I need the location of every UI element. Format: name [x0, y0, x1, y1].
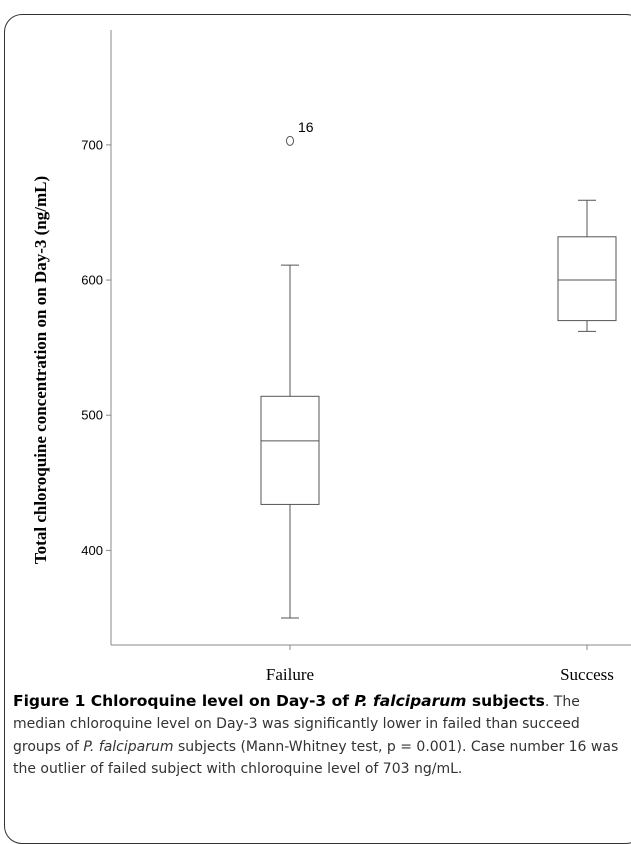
- caption-text-1: The median chloroquine level on Day-3 wa…: [13, 694, 580, 755]
- outlier-label: 16: [298, 119, 314, 135]
- caption-title: Figure 1 Chloroquine level on Day-3 of P…: [13, 692, 545, 710]
- boxplot-chart: 400 500 600 700 Failure Success 16 Total chlo…: [31, 30, 631, 684]
- y-tick-label: 400: [81, 543, 103, 558]
- caption-title-period: .: [544, 694, 550, 710]
- box-iqr: [557, 236, 617, 322]
- y-tick-label: 600: [81, 273, 103, 288]
- caption-text-italic: P. falciparum: [83, 738, 174, 755]
- plot-marks: 16: [260, 119, 617, 619]
- y-axis-title: Total chloroquine concentration on on Da…: [31, 176, 50, 564]
- outlier-point: [286, 135, 294, 146]
- x-category-label: Success: [560, 665, 614, 684]
- y-tick-label: 500: [81, 408, 103, 423]
- plot-axes: 400 500 600 700 Failure Success: [81, 30, 631, 684]
- caption-text-2: subjects (Mann-Whitney test, p = 0.001).…: [13, 738, 619, 777]
- x-category-label: Failure: [266, 665, 314, 684]
- y-tick-label: 700: [81, 137, 103, 152]
- box-iqr: [260, 395, 320, 505]
- figure-caption: Figure 1 Chloroquine level on Day-3 of P…: [13, 690, 625, 780]
